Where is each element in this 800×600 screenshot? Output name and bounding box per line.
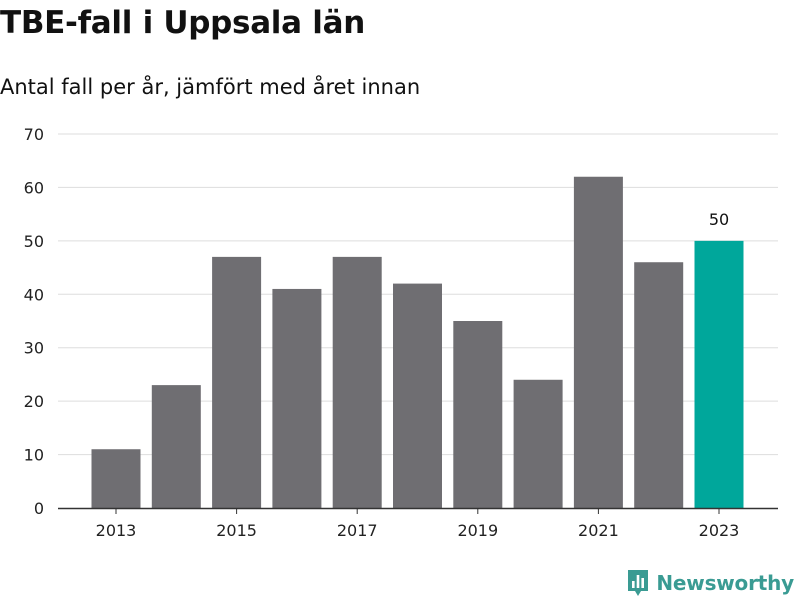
newsworthy-logo: Newsworthy bbox=[626, 568, 794, 598]
x-tick-label: 2017 bbox=[337, 521, 378, 540]
y-tick-label: 50 bbox=[24, 232, 44, 251]
bar-2013 bbox=[91, 449, 141, 508]
y-tick-label: 20 bbox=[24, 392, 44, 411]
x-axis-labels: 2013 2015 2017 2019 2021 2023 bbox=[96, 521, 740, 540]
bar-2020 bbox=[513, 379, 563, 508]
bar-2018 bbox=[393, 283, 442, 508]
x-axis bbox=[58, 507, 778, 514]
bar-2022 bbox=[634, 262, 684, 508]
bar-2023 bbox=[694, 240, 744, 508]
bar-2015 bbox=[212, 256, 262, 508]
bar-2019 bbox=[453, 321, 503, 508]
bar-2016 bbox=[272, 288, 322, 508]
bar-chart-pin-icon bbox=[628, 570, 649, 596]
y-tick-label: 70 bbox=[24, 125, 44, 144]
x-tick-label: 2023 bbox=[699, 521, 740, 540]
x-tick-label: 2015 bbox=[216, 521, 257, 540]
chart-subtitle: Antal fall per år, jämfört med året inna… bbox=[0, 75, 421, 99]
x-tick-label: 2021 bbox=[578, 521, 619, 540]
y-tick-label: 0 bbox=[34, 499, 44, 518]
bar-2014 bbox=[151, 385, 201, 508]
y-tick-label: 10 bbox=[24, 446, 44, 465]
brand-name: Newsworthy bbox=[656, 571, 794, 595]
data-labels: 50 bbox=[709, 210, 729, 229]
bars bbox=[91, 176, 744, 508]
data-label-2023: 50 bbox=[709, 210, 729, 229]
chart-title: TBE-fall i Uppsala län bbox=[0, 5, 365, 41]
x-tick-label: 2013 bbox=[96, 521, 137, 540]
y-tick-label: 40 bbox=[24, 285, 44, 304]
bar-2017 bbox=[332, 256, 382, 508]
x-tick-label: 2019 bbox=[457, 521, 498, 540]
y-tick-label: 30 bbox=[24, 339, 44, 358]
y-tick-label: 60 bbox=[24, 178, 44, 197]
y-axis-labels: 0 10 20 30 40 50 60 70 bbox=[24, 125, 44, 518]
bar-2021 bbox=[573, 176, 623, 508]
